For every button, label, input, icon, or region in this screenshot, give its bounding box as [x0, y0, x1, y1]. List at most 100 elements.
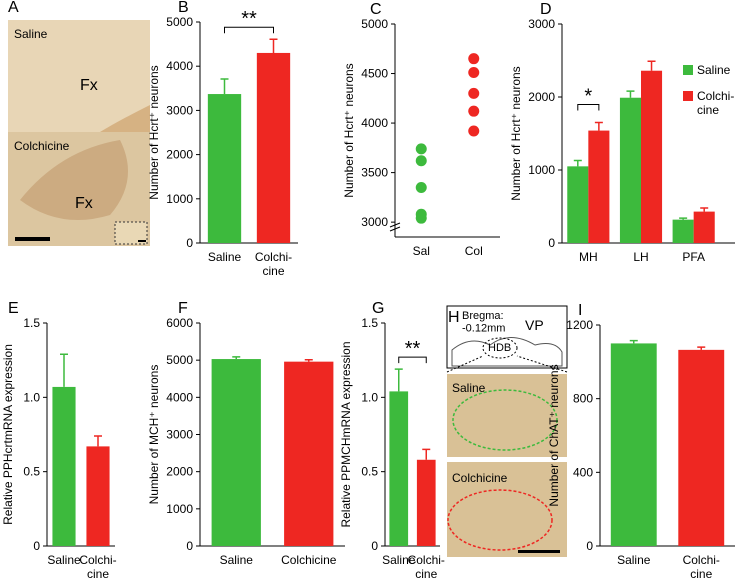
bar: [86, 446, 110, 546]
bar: [416, 459, 436, 546]
y-tick-label: 1.0: [23, 390, 40, 404]
roi: [482, 337, 518, 359]
y-tick-label: 3000: [528, 17, 555, 31]
error-bar: [422, 448, 431, 460]
roi: [447, 489, 553, 551]
x-tick-label: Saline: [617, 553, 651, 567]
error-bar: [269, 38, 278, 53]
bar: [693, 211, 715, 243]
image-label: VP: [525, 317, 544, 333]
y-axis-label: Number of MCH⁺ neurons: [147, 365, 161, 505]
micrograph: [447, 462, 567, 557]
bar: [672, 219, 694, 243]
bar: [619, 97, 641, 243]
x-tick-label: PFA: [682, 250, 705, 264]
annotation: **: [405, 338, 421, 360]
dot: [468, 67, 480, 79]
y-tick-label: 2000: [528, 90, 555, 104]
y-tick-label: 1200: [566, 318, 593, 332]
image-label: HDB: [488, 342, 511, 354]
y-tick-label: 1.5: [23, 316, 40, 330]
image-label: Colchicine: [14, 139, 70, 153]
x-tick-label: Saline: [220, 553, 254, 567]
bar: [211, 359, 261, 546]
x-tick-label: Colchi-cine: [255, 250, 292, 278]
dot: [415, 155, 427, 167]
image-label: Saline: [14, 27, 48, 41]
roi: [452, 389, 558, 451]
y-tick-label: 6000: [166, 316, 193, 330]
bar: [678, 349, 725, 546]
panel-label: G: [372, 300, 384, 317]
y-tick-label: 1.5: [361, 316, 378, 330]
scale-bar: [15, 237, 50, 241]
bar: [256, 52, 291, 243]
annotation: *: [584, 86, 592, 108]
y-tick-label: 0: [186, 236, 193, 250]
x-tick-label: MH: [579, 250, 598, 264]
dot: [415, 212, 427, 224]
error-bar: [679, 217, 688, 220]
sig-bracket: [398, 356, 427, 364]
image-label: Bregma: -0.12mm: [462, 310, 505, 335]
error-bar: [626, 90, 635, 98]
error-bar: [220, 78, 229, 95]
panel-label: C: [370, 1, 382, 18]
legend-label: Colchi-cine: [697, 89, 734, 117]
error-bar: [304, 359, 313, 362]
error-bar: [232, 356, 241, 360]
image-label: Fx: [75, 195, 93, 212]
bar: [389, 391, 409, 546]
y-tick-label: 400: [573, 465, 593, 479]
y-tick-label: 5000: [166, 353, 193, 367]
legend-label: Saline: [697, 63, 731, 77]
y-tick-label: 4000: [166, 59, 193, 73]
legend-swatch: [683, 91, 693, 101]
error-bar: [697, 346, 706, 350]
image-label: Colchicine: [452, 471, 508, 485]
panel-label: H: [448, 309, 460, 326]
bar: [284, 361, 334, 546]
error-bar: [629, 339, 638, 344]
y-axis-label: Number of Hcrt⁺ neurons: [342, 63, 356, 197]
panel-label: F: [178, 300, 188, 317]
axis-break: [389, 222, 401, 232]
y-axis-label: Number of Hcrt⁺ neurons: [147, 65, 161, 199]
dot: [468, 87, 480, 99]
error-bar: [60, 353, 68, 387]
dot: [468, 125, 480, 137]
error-bar: [647, 60, 656, 71]
error-bar: [594, 121, 603, 131]
panel-label: D: [540, 1, 552, 18]
x-tick-label: Col: [465, 244, 483, 258]
y-tick-label: 5000: [166, 15, 193, 29]
dot: [468, 105, 480, 117]
error-bar: [700, 207, 709, 212]
y-axis-label: Number of Hcrt⁺ neurons: [509, 66, 523, 200]
bar: [567, 166, 589, 243]
dot: [415, 181, 427, 193]
annotation: **: [241, 8, 257, 30]
x-tick-label: Saline: [208, 250, 242, 264]
y-tick-label: 5000: [361, 17, 388, 31]
x-tick-label: Colchi-cine: [408, 553, 445, 581]
panel-label: B: [178, 0, 189, 16]
sig-bracket: [224, 26, 274, 34]
y-tick-label: 3000: [361, 215, 388, 229]
dot: [468, 53, 480, 65]
panel-label: A: [8, 0, 19, 16]
x-tick-label: Colchi-cine: [79, 553, 116, 581]
legend-swatch: [683, 65, 693, 75]
y-tick-label: 0: [586, 539, 593, 553]
x-tick-label: Colchi-cine: [683, 553, 720, 581]
x-tick-label: Sal: [413, 244, 430, 258]
error-bar: [94, 435, 102, 447]
bar: [207, 94, 242, 244]
error-bar: [394, 368, 403, 392]
bar: [52, 386, 76, 546]
y-tick-label: 0.5: [361, 465, 378, 479]
y-tick-label: 0: [33, 539, 40, 553]
y-tick-label: 0: [548, 236, 555, 250]
x-tick-label: Saline: [47, 553, 81, 567]
